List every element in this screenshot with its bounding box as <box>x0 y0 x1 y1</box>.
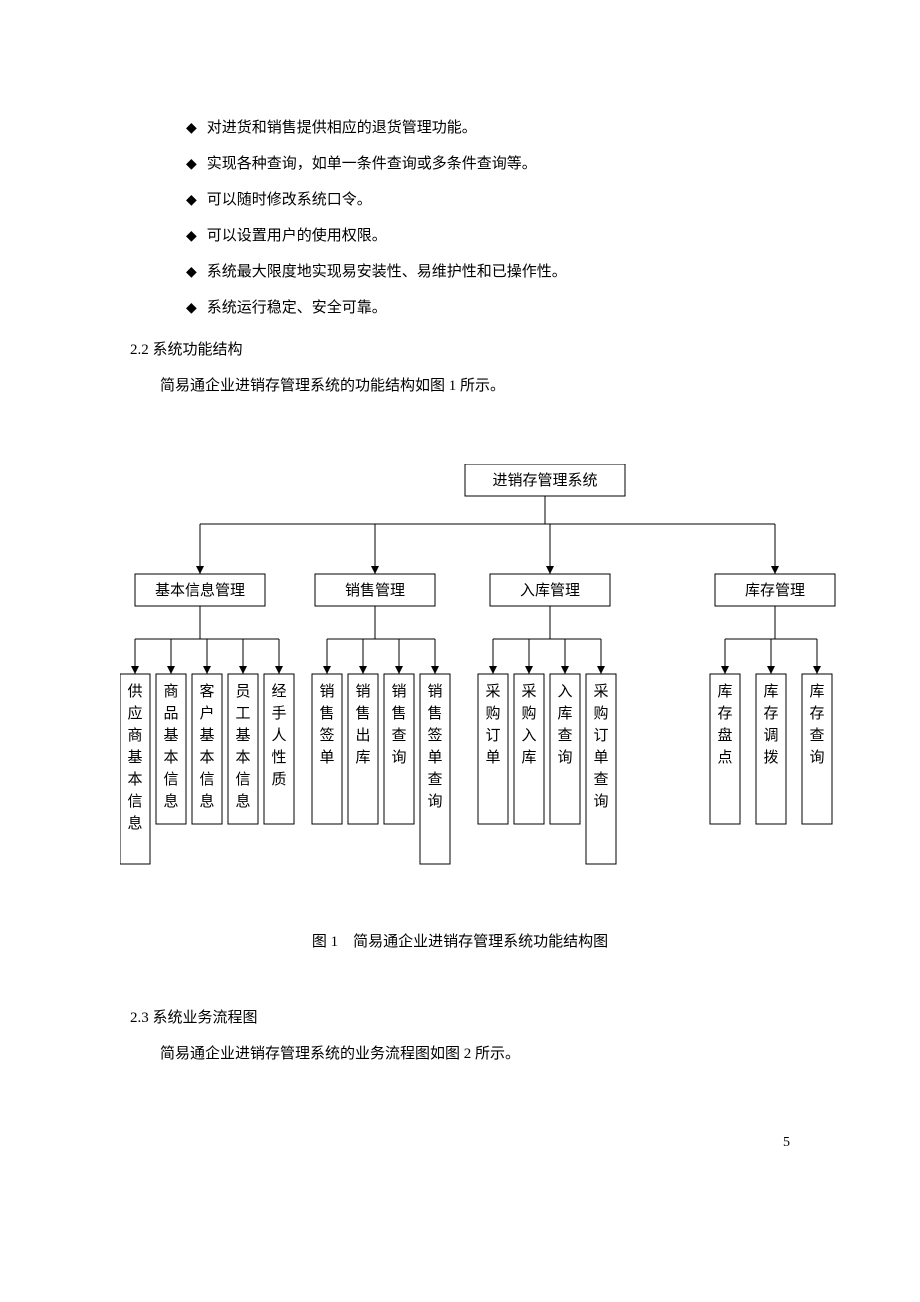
bullet-item: ◆ 可以设置用户的使用权限。 <box>186 218 790 254</box>
bullet-list: ◆ 对进货和销售提供相应的退货管理功能。 ◆ 实现各种查询，如单一条件查询或多条件查询… <box>186 110 790 326</box>
bullet-text: 实现各种查询，如单一条件查询或多条件查询等。 <box>207 146 537 182</box>
diamond-bullet-icon: ◆ <box>186 184 197 218</box>
paragraph-22: 简易通企业进销存管理系统的功能结构如图 1 所示。 <box>130 368 790 404</box>
figure-1-tree: 进销存管理系统基本信息管理销售管理入库管理库存管理供应商基本信息商品基本信息客户… <box>120 464 880 884</box>
diamond-bullet-icon: ◆ <box>186 256 197 290</box>
svg-text:经手人性质: 经手人性质 <box>271 683 286 788</box>
bullet-item: ◆ 对进货和销售提供相应的退货管理功能。 <box>186 110 790 146</box>
diamond-bullet-icon: ◆ <box>186 148 197 182</box>
bullet-text: 对进货和销售提供相应的退货管理功能。 <box>207 110 477 146</box>
svg-text:供应商基本信息: 供应商基本信息 <box>127 683 142 832</box>
svg-text:进销存管理系统: 进销存管理系统 <box>492 472 597 489</box>
bullet-text: 可以随时修改系统口令。 <box>207 182 372 218</box>
section-heading-22: 2.2 系统功能结构 <box>130 332 790 368</box>
figure-1-caption: 图 1 简易通企业进销存管理系统功能结构图 <box>130 924 790 960</box>
bullet-item: ◆ 可以随时修改系统口令。 <box>186 182 790 218</box>
bullet-text: 系统最大限度地实现易安装性、易维护性和已操作性。 <box>207 254 567 290</box>
svg-text:基本信息管理: 基本信息管理 <box>155 582 245 599</box>
diamond-bullet-icon: ◆ <box>186 220 197 254</box>
svg-text:销售管理: 销售管理 <box>345 582 405 599</box>
diamond-bullet-icon: ◆ <box>186 292 197 326</box>
bullet-item: ◆ 系统运行稳定、安全可靠。 <box>186 290 790 326</box>
section-heading-23: 2.3 系统业务流程图 <box>130 1000 790 1036</box>
page-number: 5 <box>783 1126 790 1160</box>
bullet-text: 可以设置用户的使用权限。 <box>207 218 387 254</box>
paragraph-23: 简易通企业进销存管理系统的业务流程图如图 2 所示。 <box>130 1036 790 1072</box>
diamond-bullet-icon: ◆ <box>186 112 197 146</box>
svg-text:库存管理: 库存管理 <box>745 582 805 599</box>
bullet-item: ◆ 实现各种查询，如单一条件查询或多条件查询等。 <box>186 146 790 182</box>
bullet-item: ◆ 系统最大限度地实现易安装性、易维护性和已操作性。 <box>186 254 790 290</box>
svg-text:入库管理: 入库管理 <box>520 582 580 599</box>
bullet-text: 系统运行稳定、安全可靠。 <box>207 290 387 326</box>
